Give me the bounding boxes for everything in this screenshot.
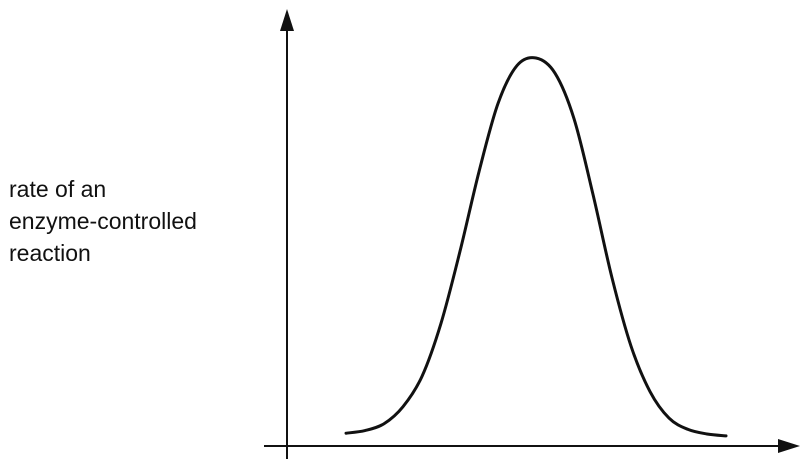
y-axis-label: rate of an enzyme-controlled reaction xyxy=(9,173,269,269)
y-axis-label-line-2: enzyme-controlled xyxy=(9,208,197,234)
y-axis-arrowhead xyxy=(280,9,294,31)
y-axis-label-line-3: reaction xyxy=(9,240,91,266)
y-axis-label-line-1: rate of an xyxy=(9,176,107,202)
series-layer xyxy=(344,56,728,438)
rate-curve xyxy=(344,56,728,438)
x-axis-arrowhead xyxy=(778,439,800,453)
